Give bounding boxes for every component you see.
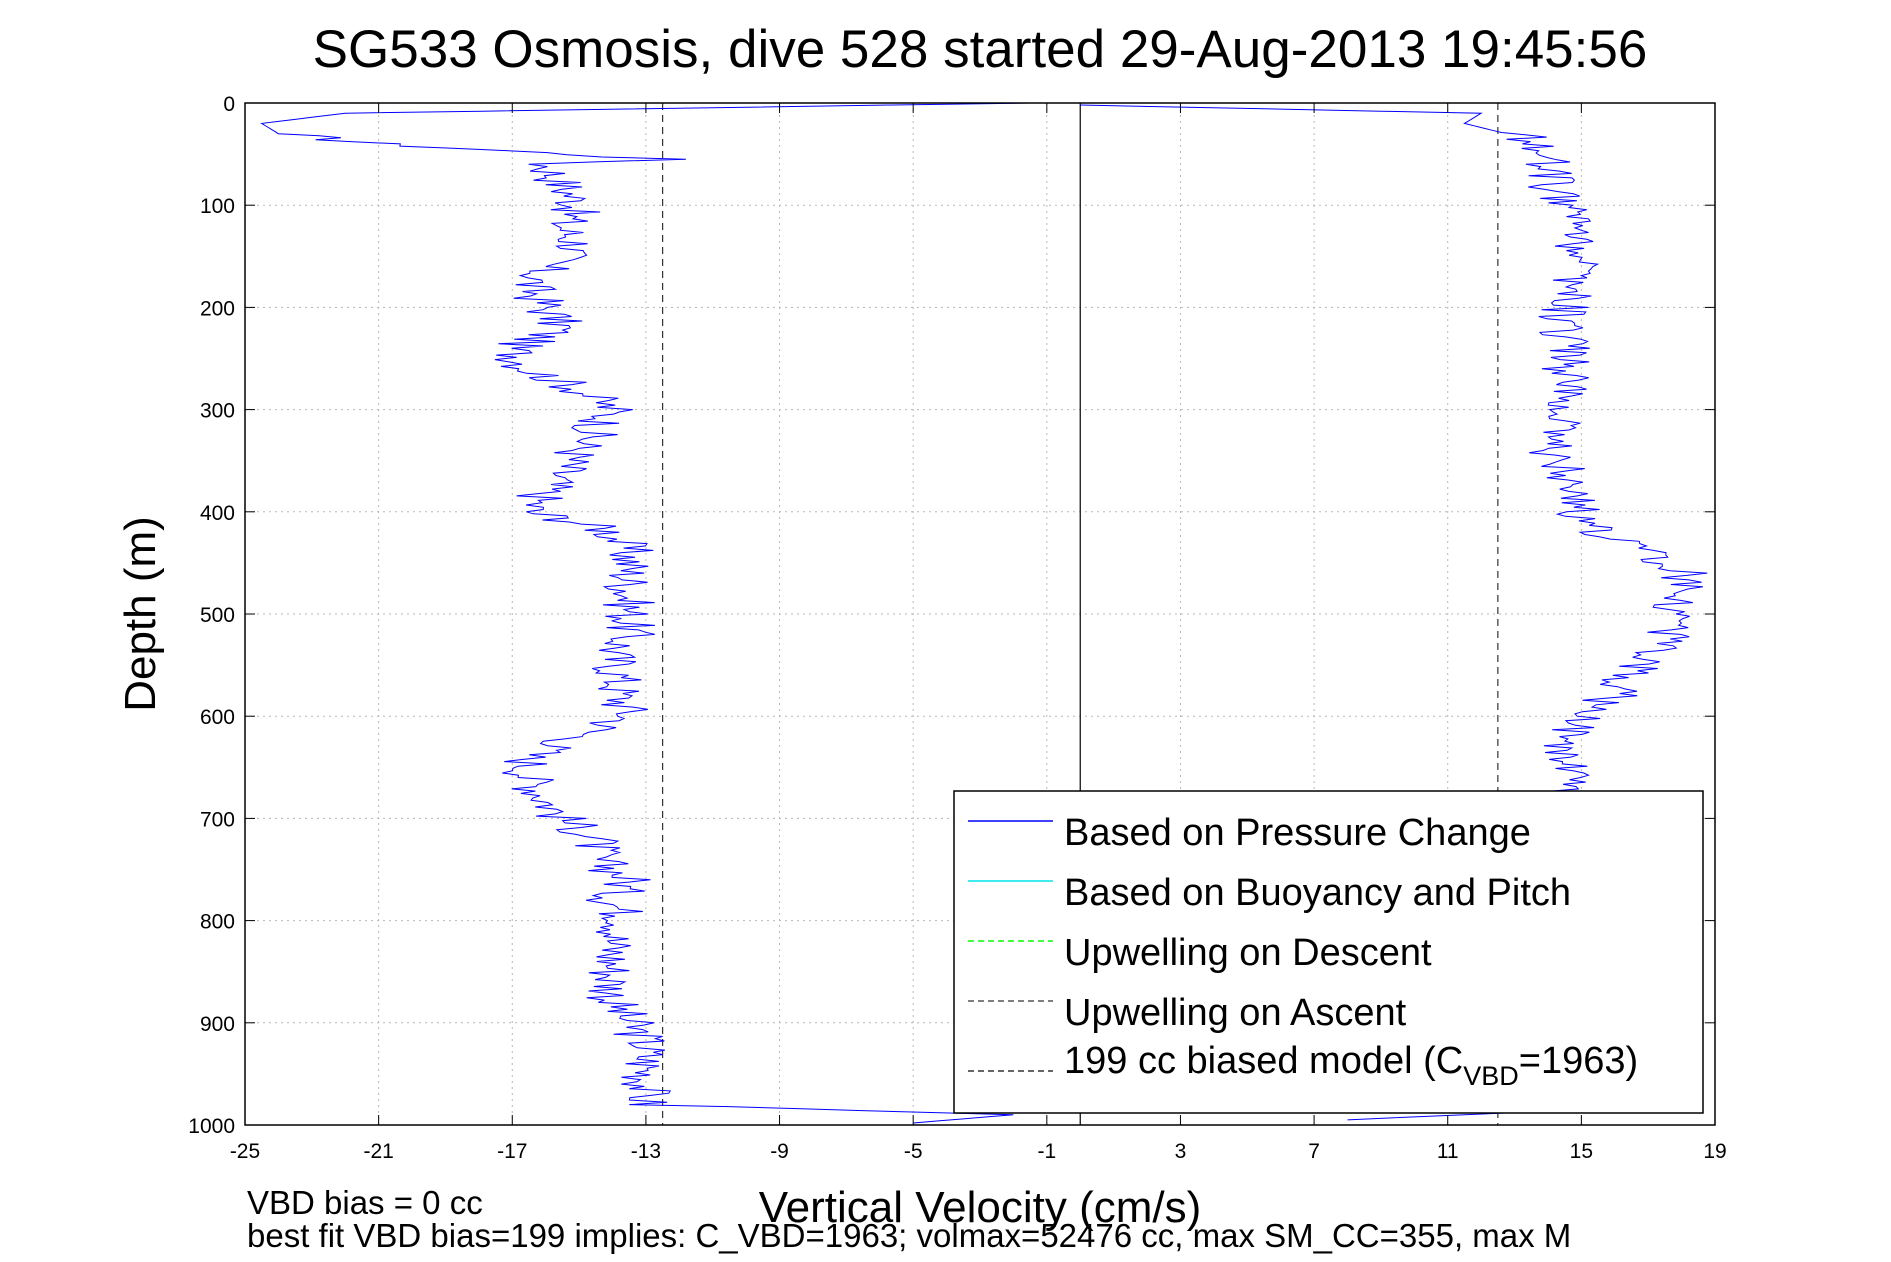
x-tick-label: -21 — [363, 1140, 393, 1163]
y-tick-label: 1000 — [188, 1115, 235, 1138]
x-tick-label: 7 — [1308, 1140, 1320, 1163]
pressure-change-descent-line — [260, 102, 1031, 1124]
y-tick-label: 600 — [200, 706, 235, 729]
y-tick-label: 100 — [200, 195, 235, 218]
x-tick-label: 11 — [1437, 1140, 1459, 1163]
y-tick-label: 300 — [200, 400, 235, 423]
y-tick-label: 800 — [200, 911, 235, 934]
x-tick-label: -1 — [1037, 1140, 1056, 1163]
legend-label-pressure: Based on Pressure Change — [1064, 812, 1531, 854]
x-tick-label: 19 — [1703, 1140, 1726, 1163]
x-tick-label: 15 — [1570, 1140, 1593, 1163]
x-axis-label: Vertical Velocity (cm/s) — [759, 1183, 1202, 1232]
y-tick-label: 900 — [200, 1013, 235, 1036]
legend: Based on Pressure Change Based on Buoyan… — [953, 790, 1704, 1114]
best-fit-note: best fit VBD bias=199 implies: C_VBD=196… — [247, 1217, 1571, 1254]
x-tick-label: -9 — [770, 1140, 789, 1163]
legend-label-upwelling-descent: Upwelling on Descent — [1064, 932, 1432, 974]
legend-label-model: 199 cc biased model (CVBD=1963) — [1064, 1040, 1638, 1091]
x-tick-label: -25 — [230, 1140, 260, 1163]
x-tick-label: -17 — [497, 1140, 527, 1163]
series-layer — [260, 102, 1708, 1125]
legend-label-upwelling-ascent: Upwelling on Ascent — [1064, 992, 1407, 1034]
x-tick-label: 3 — [1175, 1140, 1187, 1163]
y-tick-label: 500 — [200, 604, 235, 627]
y-axis-ticks: 0 100 200 300 400 500 600 700 800 900 1000 — [188, 93, 1715, 1138]
chart-title: SG533 Osmosis, dive 528 started 29-Aug-2… — [313, 20, 1648, 79]
x-axis-ticks: -25 -21 -17 -13 -9 -5 -1 3 7 11 15 19 — [230, 103, 1727, 1163]
legend-model-subscript: VBD — [1463, 1061, 1519, 1091]
legend-model-prefix: 199 cc biased model (C — [1064, 1040, 1463, 1082]
vbd-bias-note: VBD bias = 0 cc — [247, 1184, 483, 1221]
y-tick-label: 200 — [200, 297, 235, 320]
legend-box — [953, 790, 1704, 1114]
y-axis-label: Depth (m) — [116, 516, 165, 712]
y-tick-label: 700 — [200, 808, 235, 831]
x-tick-label: -13 — [631, 1140, 661, 1163]
legend-label-buoyancy: Based on Buoyancy and Pitch — [1064, 872, 1571, 914]
y-tick-label: 0 — [223, 93, 235, 116]
x-tick-label: -5 — [904, 1140, 923, 1163]
y-tick-label: 400 — [200, 502, 235, 525]
legend-model-suffix: =1963) — [1519, 1040, 1638, 1082]
